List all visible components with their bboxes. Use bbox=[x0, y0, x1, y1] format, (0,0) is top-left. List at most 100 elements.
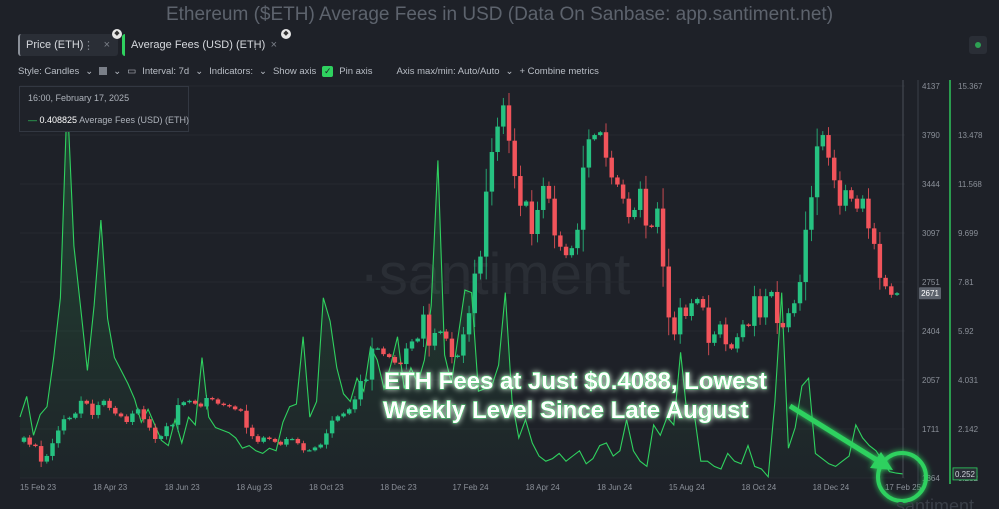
ethereum-icon: ◆ bbox=[112, 29, 122, 39]
candle bbox=[341, 413, 346, 417]
candle bbox=[780, 323, 786, 328]
fees-tick-label: 5.92 bbox=[958, 327, 974, 336]
candle bbox=[495, 126, 500, 153]
candle bbox=[558, 235, 563, 247]
chevron-down-icon[interactable]: ⌄ bbox=[113, 65, 122, 77]
more-icon[interactable]: ⋮ bbox=[83, 39, 94, 52]
interval-select[interactable]: Interval: 7d bbox=[142, 65, 190, 77]
candle bbox=[432, 332, 438, 346]
candle bbox=[118, 413, 124, 417]
candle bbox=[512, 140, 517, 177]
combine-metrics-button[interactable]: + Combine metrics bbox=[519, 65, 599, 77]
watermark: ·santiment bbox=[360, 242, 631, 307]
candle bbox=[569, 248, 574, 256]
price-tick-label: 1364 bbox=[922, 474, 940, 483]
fees-tick-label: 7.81 bbox=[958, 278, 974, 287]
candle bbox=[170, 424, 175, 427]
candle bbox=[73, 413, 78, 418]
series-swatch-icon: — bbox=[28, 115, 37, 125]
current-price-label: 2671 bbox=[921, 289, 939, 298]
candle bbox=[301, 443, 306, 451]
price-tick-label: 3444 bbox=[922, 180, 940, 189]
candle bbox=[866, 198, 871, 229]
candle bbox=[261, 437, 266, 442]
chevron-down-icon[interactable]: ⌄ bbox=[505, 65, 514, 77]
candle bbox=[592, 135, 597, 140]
axis-minmax-select[interactable]: Axis max/min: Auto/Auto bbox=[396, 65, 500, 77]
indicators-select[interactable]: Indicators: bbox=[209, 65, 253, 77]
current-price-badge bbox=[919, 287, 941, 300]
fees-tick-label: 11.568 bbox=[958, 180, 982, 189]
x-tick-label: 18 Jun 24 bbox=[597, 483, 633, 492]
chevron-down-icon[interactable]: ⌄ bbox=[258, 65, 267, 77]
candle bbox=[774, 291, 780, 324]
candle bbox=[478, 256, 483, 274]
candle bbox=[135, 409, 141, 414]
price-tick-label: 4137 bbox=[922, 82, 940, 91]
candle bbox=[677, 307, 683, 335]
candle bbox=[278, 441, 283, 445]
style-select[interactable]: Style: Candles bbox=[18, 65, 80, 77]
candle bbox=[335, 416, 341, 421]
candle bbox=[717, 324, 723, 335]
chevron-down-icon[interactable]: ⌄ bbox=[195, 65, 204, 77]
candle bbox=[312, 447, 318, 451]
candle bbox=[187, 400, 192, 403]
tab-price-eth[interactable]: Price (ETH) ⋮ × bbox=[18, 34, 118, 56]
close-icon[interactable]: × bbox=[270, 39, 277, 51]
candle bbox=[95, 405, 101, 415]
pin-axis-toggle[interactable]: Pin axis bbox=[339, 65, 373, 77]
tooltip-value-row: — 0.408825 Average Fees (USD) (ETH) bbox=[28, 115, 189, 125]
candle bbox=[849, 190, 854, 199]
candle bbox=[803, 229, 808, 283]
candle bbox=[267, 437, 272, 439]
color-swatch-icon[interactable] bbox=[99, 67, 108, 75]
annotation-text: ETH Fees at Just $0.4088, Lowest bbox=[384, 368, 767, 395]
candle bbox=[232, 406, 238, 410]
settings-button[interactable] bbox=[969, 36, 987, 54]
candle bbox=[603, 132, 609, 158]
candle bbox=[347, 409, 352, 414]
tooltip-value: 0.408825 bbox=[39, 115, 78, 125]
more-icon[interactable]: ⋮ bbox=[250, 39, 261, 52]
candle bbox=[141, 409, 147, 420]
candle bbox=[626, 198, 632, 218]
candle bbox=[415, 338, 420, 342]
candle bbox=[763, 296, 768, 318]
close-icon[interactable]: × bbox=[103, 39, 110, 51]
candle bbox=[706, 307, 711, 343]
candle bbox=[609, 157, 614, 178]
candle bbox=[712, 334, 717, 343]
chevron-down-icon[interactable]: ⌄ bbox=[85, 65, 94, 77]
tooltip-series-label: Average Fees (USD) (ETH) bbox=[79, 115, 189, 125]
candle bbox=[466, 313, 472, 335]
candle bbox=[369, 348, 375, 380]
x-tick-label: 18 Jun 23 bbox=[165, 483, 201, 492]
chart-toolbar: Style: Candles ⌄ ⌄ ▭ Interval: 7d ⌄ Indi… bbox=[18, 64, 599, 78]
candle bbox=[227, 405, 232, 407]
candle bbox=[318, 444, 323, 448]
candle bbox=[358, 381, 363, 400]
candle bbox=[820, 135, 826, 147]
candle bbox=[50, 443, 55, 456]
x-tick-label: 18 Apr 23 bbox=[93, 483, 128, 492]
calendar-icon: ▭ bbox=[127, 65, 137, 77]
show-axis-label: Show axis bbox=[272, 65, 317, 77]
candle bbox=[204, 397, 209, 407]
candle bbox=[61, 419, 67, 431]
x-tick-label: 17 Feb 25 bbox=[885, 483, 922, 492]
candle bbox=[752, 296, 757, 326]
candle bbox=[449, 338, 455, 357]
candle bbox=[438, 331, 443, 333]
candle bbox=[700, 299, 706, 308]
tab-average-fees[interactable]: Average Fees (USD) (ETH) ⋮ × bbox=[122, 34, 285, 56]
fees-tick-label: 2.142 bbox=[958, 425, 979, 434]
show-axis-checkbox[interactable]: ✓ bbox=[322, 65, 334, 77]
candle bbox=[529, 201, 535, 235]
candle bbox=[215, 399, 221, 404]
candle bbox=[21, 437, 27, 442]
candle bbox=[632, 209, 637, 218]
candle bbox=[455, 355, 460, 357]
chart-title: Ethereum ($ETH) Average Fees in USD (Dat… bbox=[165, 4, 834, 25]
